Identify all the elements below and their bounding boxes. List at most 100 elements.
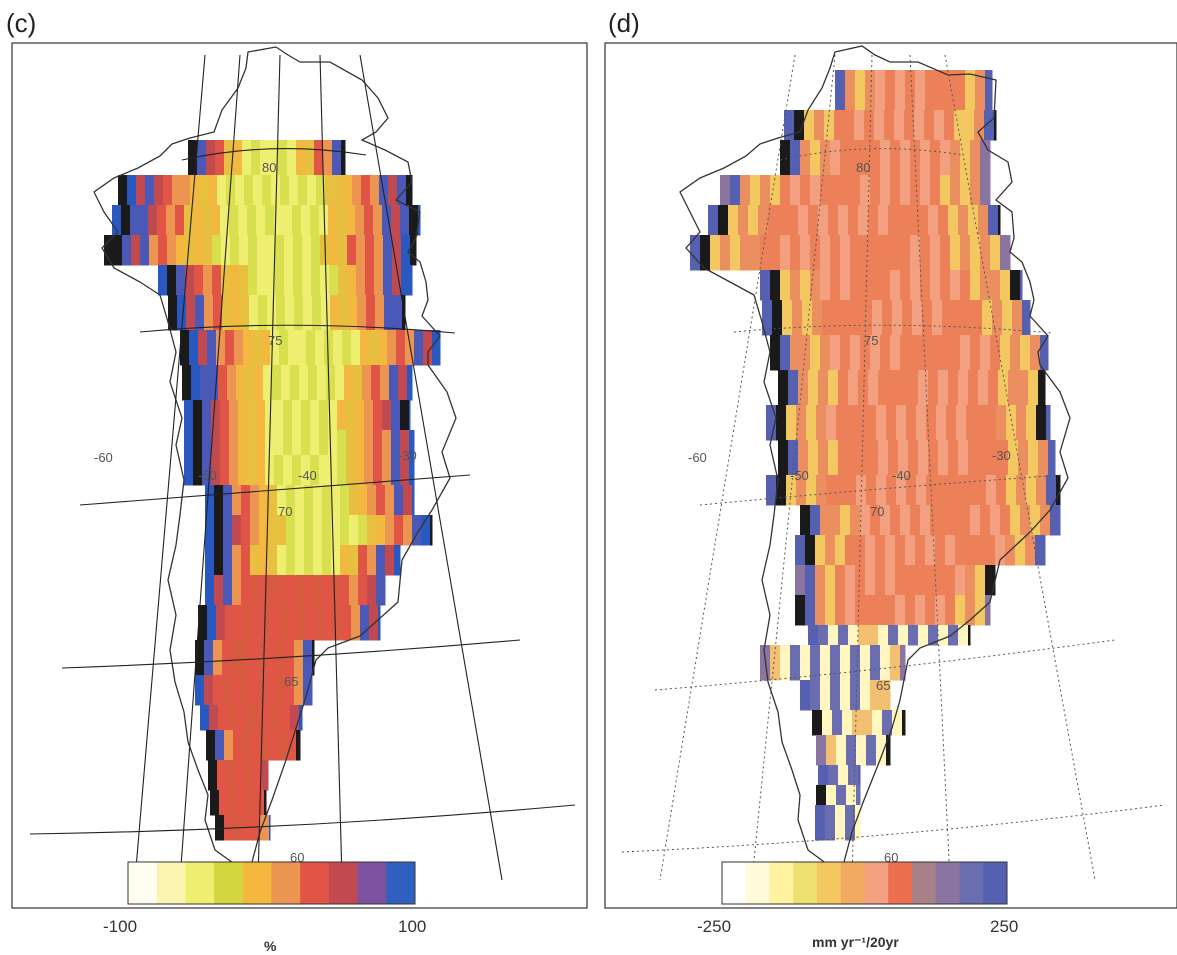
grid-cell [864, 110, 875, 141]
grid-cell [862, 710, 873, 736]
grid-cell [263, 365, 273, 401]
colorbar-c-border [127, 861, 416, 905]
grid-cell [865, 565, 876, 596]
grid-cell [333, 330, 343, 366]
grid-cell [928, 625, 939, 646]
grid-cell [122, 235, 132, 266]
grid-cell [323, 140, 333, 176]
grid-cell [710, 235, 721, 271]
grid-cell [1040, 335, 1049, 371]
grid-cell [328, 205, 338, 236]
lon-label-minus60-d: -60 [688, 450, 707, 465]
grid-cell [373, 400, 383, 431]
grid-cell [730, 235, 741, 271]
grid-cell [223, 485, 233, 516]
grid-cell [293, 235, 303, 266]
lon-label-minus30: -30 [398, 448, 417, 463]
grid-cell [800, 235, 811, 271]
grid-cell [283, 400, 293, 431]
grid-cell [344, 365, 354, 401]
grid-cell [840, 645, 851, 681]
grid-cell [826, 785, 837, 806]
grid-cell [780, 645, 791, 681]
grid-cell [365, 235, 375, 266]
grid-cell [301, 205, 311, 236]
grid-cell [938, 625, 949, 646]
grid-cell [720, 175, 731, 206]
grid-cell [858, 625, 869, 646]
lon-label-minus60: -60 [94, 450, 113, 465]
grid-cell [885, 70, 896, 111]
coastline-c [93, 46, 457, 871]
grid-cell [294, 640, 304, 676]
grid-cell [410, 265, 413, 296]
grid-cell [181, 175, 191, 206]
colorbar-swatch [185, 862, 215, 904]
grid-cell [214, 515, 224, 546]
grid-cell [988, 370, 999, 406]
grid-cell [980, 505, 991, 536]
grid-cell [910, 270, 921, 301]
grid-labels-d: 80 75 70 65 60 -60 -50 -40 -30 [688, 160, 1011, 865]
grid-cell [708, 205, 719, 236]
grid-cell [895, 70, 906, 111]
grid-cell [240, 640, 250, 676]
grid-cell [966, 475, 977, 506]
grid-cell [349, 515, 359, 546]
grid-cell [908, 205, 919, 236]
grid-cell [800, 645, 811, 681]
data-cells-d [690, 70, 1061, 841]
colorbar-swatch [722, 862, 747, 904]
grid-cell [820, 140, 831, 176]
grid-cell [215, 815, 225, 841]
grid-cell [810, 335, 821, 371]
grid-cell [806, 475, 817, 506]
grid-cell [391, 205, 401, 236]
grid-cell [195, 640, 205, 676]
grid-cell [222, 675, 232, 706]
grid-cell [850, 175, 861, 206]
grid-cell [1020, 270, 1023, 301]
panel-label-c: (c) [6, 8, 36, 38]
grid-cell [945, 595, 956, 626]
grid-cell [786, 405, 797, 441]
grid-cell [394, 545, 401, 576]
grid-cell [1006, 405, 1017, 441]
grid-cell [760, 175, 771, 206]
grid-cell [409, 455, 415, 486]
grid-cell [254, 365, 264, 401]
grid-cell [900, 335, 911, 371]
grid-cell [211, 400, 221, 431]
grid-cell [1008, 440, 1019, 476]
grid-cell [260, 815, 270, 841]
coastline-d [679, 45, 1071, 871]
grid-cell [920, 140, 931, 176]
grid-cell [302, 235, 312, 266]
grid-cell [185, 235, 195, 266]
grid-cell [880, 645, 891, 681]
grid-cell [364, 455, 374, 486]
grid-cell [369, 605, 379, 641]
grid-cell [256, 205, 266, 236]
grid-cell [414, 330, 424, 366]
grid-cell [242, 140, 252, 176]
grid-cell [1000, 235, 1011, 271]
grid-cell [380, 365, 390, 401]
grid-cell [222, 640, 232, 676]
grid-cell [866, 405, 877, 441]
grid-cell [860, 680, 871, 711]
colorbar-d: -250 250 mm yr⁻¹/20yr [697, 861, 1018, 950]
grid-cell [948, 440, 959, 476]
grid-cell [918, 440, 929, 476]
grid-cell [200, 705, 210, 731]
grid-cell [910, 505, 921, 536]
grid-cell [852, 300, 863, 336]
grid-cell [358, 545, 368, 576]
lat-label-70-d: 70 [870, 504, 884, 519]
grid-cell [840, 175, 851, 206]
grid-cell [185, 265, 195, 296]
grid-cell [898, 370, 909, 406]
grid-cell [374, 265, 384, 296]
grid-cell [878, 370, 889, 406]
